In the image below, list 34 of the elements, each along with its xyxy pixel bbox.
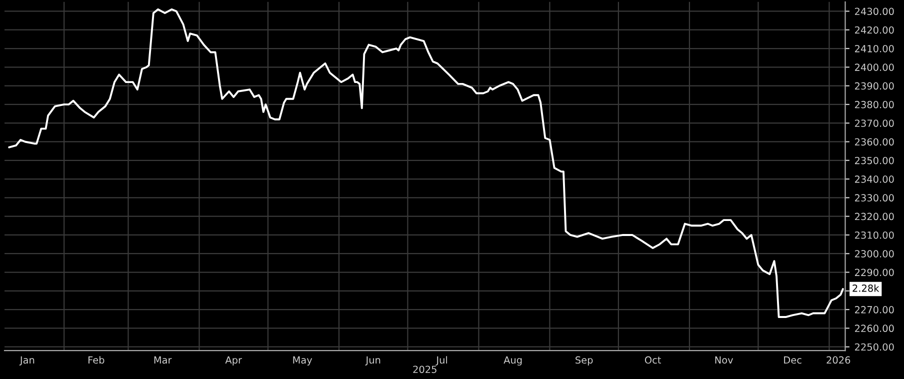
x-tick-label: Nov	[715, 356, 734, 364]
line-series	[8, 8, 844, 318]
y-tick-label: 2410.00	[854, 44, 894, 52]
y-tick-label: 2430.00	[854, 8, 894, 16]
y-tick-label: 2380.00	[854, 100, 894, 108]
y-tick-label: 2320.00	[854, 212, 894, 220]
x-tick-label: Jan	[19, 356, 34, 366]
x-tick-label: Jul	[436, 356, 448, 366]
y-tick-label: 2420.00	[854, 26, 894, 34]
x-tick-label: 2026	[826, 356, 850, 364]
y-tick-label: 2290.00	[854, 268, 894, 276]
x-tick-label: Aug	[504, 356, 522, 366]
y-tick-label: 2270.00	[854, 306, 894, 314]
x-axis-title: 2025	[413, 366, 436, 374]
x-tick-label: Feb	[88, 356, 104, 364]
y-tick-label: 2250.00	[854, 343, 894, 351]
y-tick-label: 2330.00	[854, 194, 894, 202]
y-tick-label: 2400.00	[854, 64, 894, 71]
y-tick-label: 2310.00	[854, 231, 894, 239]
y-tick-label: 2390.00	[854, 82, 894, 90]
y-tick-label: 2370.00	[854, 120, 894, 127]
x-tick-label: Mar	[154, 356, 172, 364]
x-tick-label: May	[293, 356, 312, 366]
x-tick-label: Apr	[225, 356, 242, 366]
x-tick-label: Dec	[784, 356, 802, 364]
y-tick-label: 2340.00	[854, 176, 894, 183]
x-tick-label: Oct	[644, 356, 661, 364]
y-tick-label: 2300.00	[854, 250, 894, 258]
annotation: 2.28k	[852, 284, 880, 292]
y-tick-label: 2260.00	[854, 324, 894, 332]
x-tick-label: Jun	[365, 356, 380, 366]
y-tick-label: 2350.00	[854, 156, 894, 164]
y-tick-label: 2360.00	[854, 138, 894, 146]
x-tick-label: Sep	[576, 356, 593, 366]
